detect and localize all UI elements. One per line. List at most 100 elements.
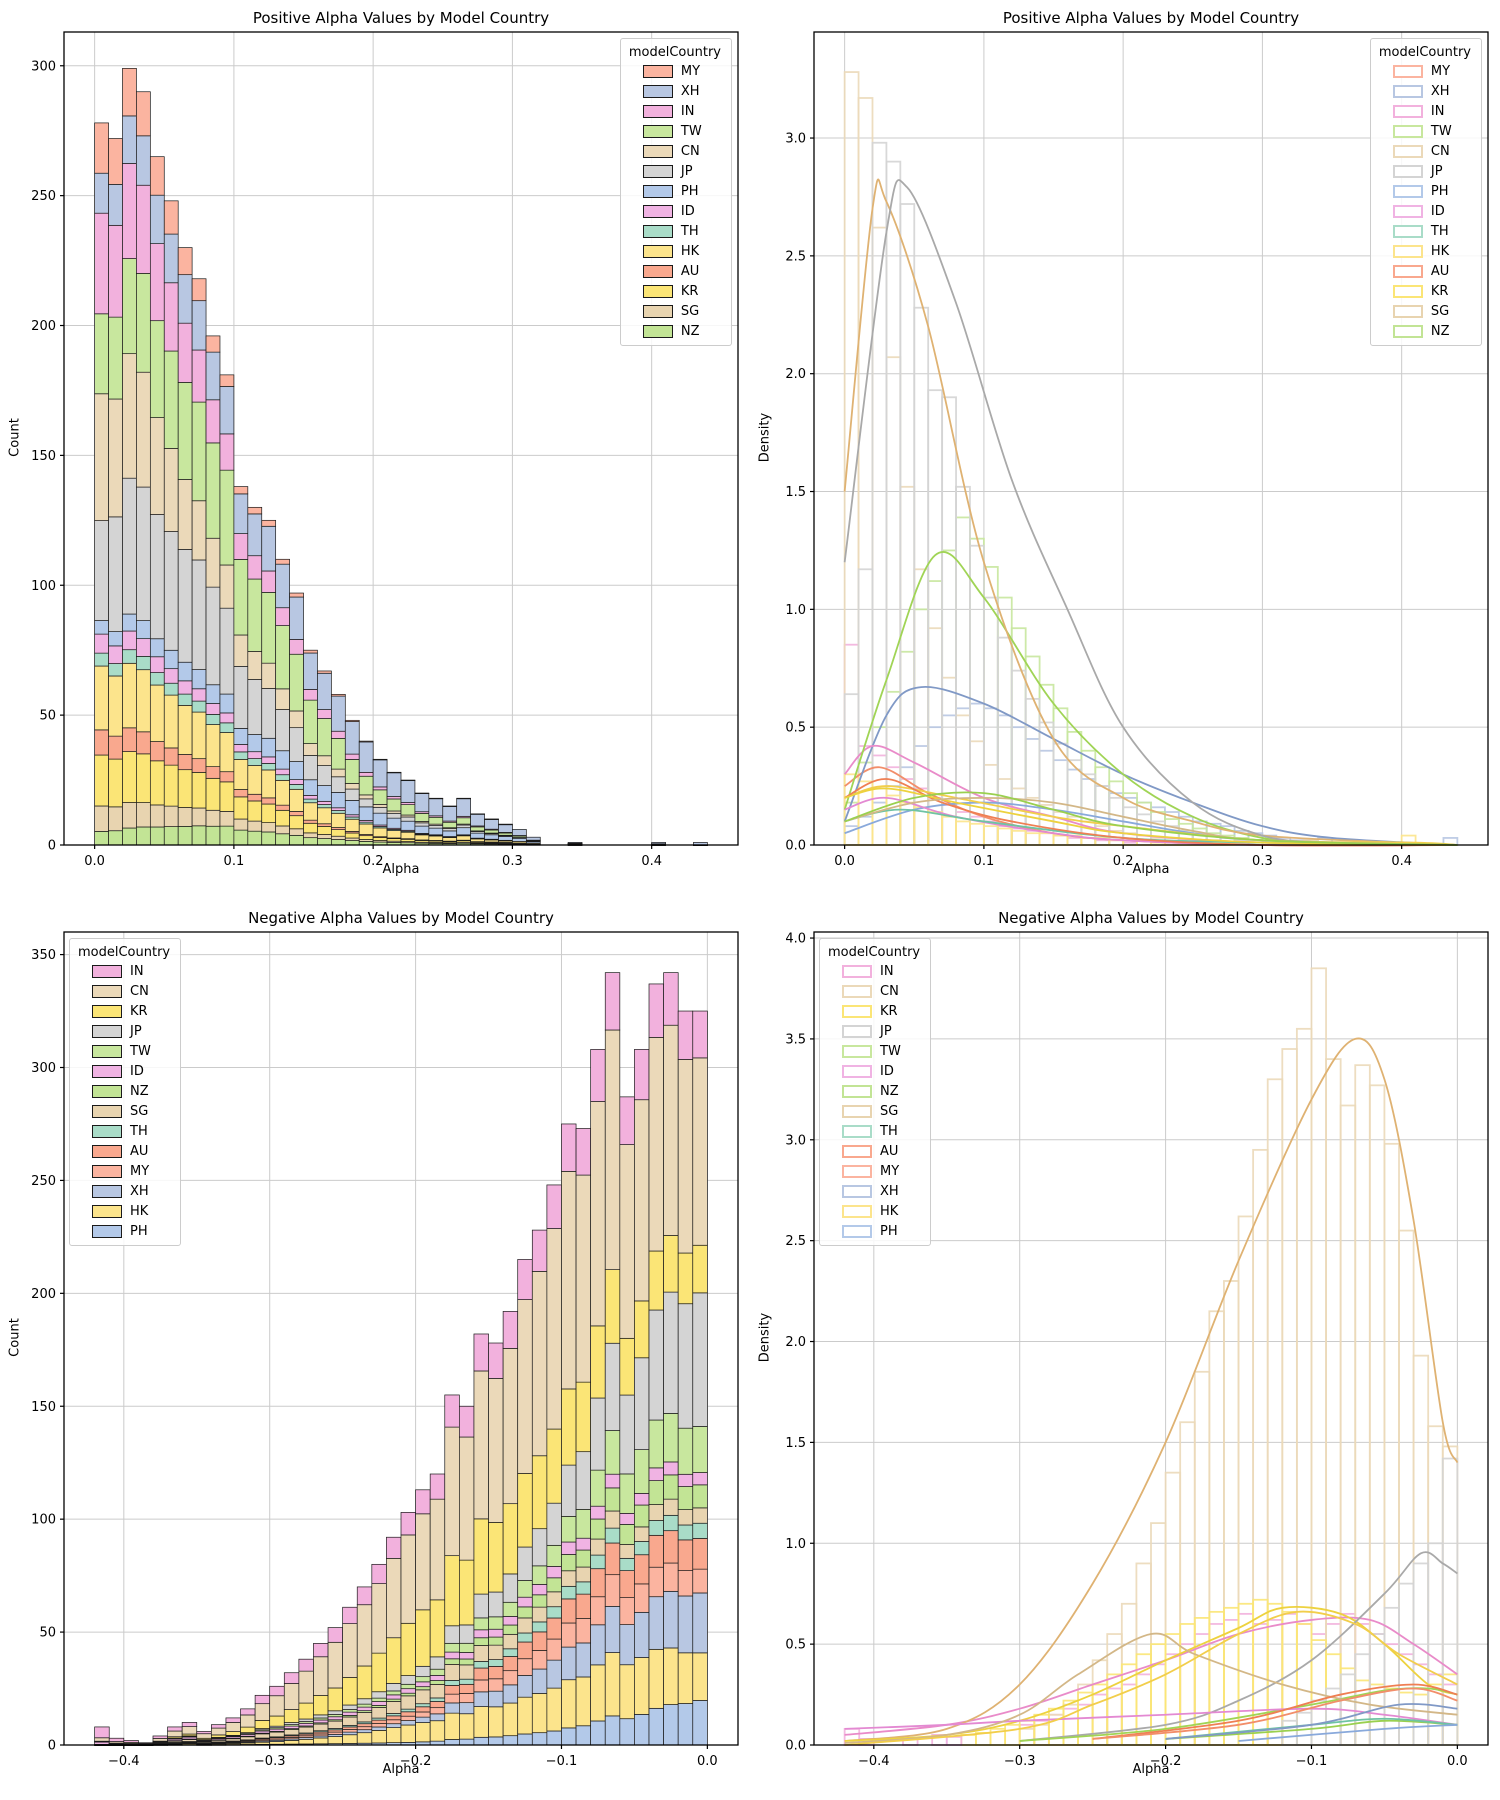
bar-segment-AU: [177, 754, 193, 771]
bar-segment-CN: [546, 1228, 562, 1430]
bar-segment-TH: [205, 714, 221, 725]
density-bar-TW: [1080, 749, 1097, 846]
plot-title: Negative Alpha Values by Model Country: [998, 909, 1304, 927]
bar-segment-ID: [415, 1681, 431, 1688]
bar-segment-AU: [604, 1542, 621, 1576]
y-tick-label: 2.5: [785, 249, 806, 264]
bar-segment-PH: [531, 1732, 548, 1746]
legend-label-MY: MY: [130, 1164, 150, 1179]
bar-segment-KR: [163, 764, 179, 807]
bar-segment-CN: [459, 1436, 475, 1561]
bar-segment-AU: [261, 797, 277, 805]
x-tick-label: −0.1: [1296, 1754, 1328, 1769]
bar-segment-SG: [356, 1712, 373, 1723]
legend-swatch-MY: [92, 1165, 122, 1178]
bar-segment-TH: [488, 1659, 504, 1667]
legend-item-TW: TW: [78, 1045, 170, 1058]
bar-segment-KR: [240, 1726, 256, 1733]
bar-segment-PH: [512, 837, 527, 842]
bar-segment-XH: [442, 805, 458, 822]
bar-segment-KR: [429, 1599, 446, 1658]
bar-segment-AU: [546, 1617, 562, 1640]
density-bar-JP: [1281, 1719, 1298, 1746]
bar-segment-XH: [517, 1675, 533, 1698]
legend-item-HK: HK: [78, 1205, 170, 1218]
density-bar-CN: [1033, 1723, 1050, 1746]
bar-segment-XH: [233, 493, 249, 534]
bar-segment-JP: [313, 1714, 329, 1719]
bar-segment-HK: [269, 1741, 285, 1745]
bar-segment-PH: [386, 817, 402, 829]
bar-segment-XH: [663, 1590, 679, 1649]
bar-segment-ID: [502, 1616, 519, 1626]
bar-segment-SG: [233, 818, 249, 831]
bar-segment-XH: [634, 1611, 650, 1658]
bar-segment-KR: [289, 815, 304, 830]
legend-item-JP: JP: [629, 165, 721, 178]
legend-item-TW: TW: [1379, 125, 1471, 138]
legend-label-JP: JP: [880, 1024, 892, 1039]
bar-segment-AU: [303, 819, 318, 824]
y-tick-label: 100: [31, 579, 56, 594]
bar-segment-KR: [108, 758, 123, 808]
bar-segment-JP: [415, 1665, 431, 1678]
bar-segment-NZ: [344, 840, 360, 846]
legend-swatch-ID: [642, 205, 673, 218]
bar-segment-MY: [498, 823, 513, 826]
bar-segment-TH: [604, 1527, 621, 1544]
legend-item-XH: XH: [629, 85, 721, 98]
bar-segment-ID: [342, 1711, 358, 1716]
bar-segment-MY: [634, 1583, 650, 1613]
bar-segment-XH: [525, 836, 541, 841]
legend-label-TH: TH: [680, 224, 699, 239]
bar-segment-NZ: [177, 826, 193, 846]
x-tick-label: 0.3: [502, 854, 523, 869]
bar-segment-JP: [219, 607, 235, 695]
bar-segment-ID: [473, 1629, 489, 1639]
bar-segment-JP: [108, 516, 123, 632]
bar-segment-ID: [444, 1651, 460, 1660]
bar-segment-NZ: [429, 1680, 446, 1685]
bar-segment-IN: [205, 399, 221, 444]
bar-segment-TW: [108, 316, 123, 400]
legend-swatch-TH: [92, 1125, 122, 1138]
legend-label-NZ: NZ: [680, 324, 700, 339]
bar-segment-TW: [575, 1509, 592, 1539]
bar-segment-TW: [546, 1544, 562, 1567]
bar-segment-HK: [663, 1647, 679, 1705]
bar-segment-SG: [634, 1526, 650, 1542]
bar-segment-CN: [488, 1378, 504, 1523]
bar-segment-TW: [634, 1449, 650, 1494]
bar-segment-HK: [456, 835, 471, 841]
bar-segment-AU: [502, 1656, 519, 1672]
bar-segment-AU: [575, 1593, 592, 1619]
bar-segment-XH: [356, 1729, 373, 1734]
legend-swatch-KR: [1392, 285, 1423, 298]
bar-segment-TH: [429, 1697, 446, 1702]
bar-segment-PH: [191, 669, 207, 690]
bar-segment-PH: [502, 1735, 519, 1746]
bar-segment-SG: [94, 805, 109, 832]
bar-segment-ID: [233, 744, 249, 753]
density-bar-CN: [1427, 1425, 1444, 1746]
bar-segment-AU: [317, 823, 332, 827]
bar-segment-TW: [303, 699, 318, 744]
legend-label-JP: JP: [130, 1024, 142, 1039]
bar-segment-TW: [604, 1430, 621, 1475]
x-axis-label: Alpha: [382, 862, 420, 877]
bar-segment-ID: [122, 630, 137, 651]
bar-segment-TH: [289, 784, 304, 790]
bar-segment-HK: [275, 779, 290, 806]
bar-segment-ID: [634, 1493, 650, 1506]
legend-title: modelCountry: [1378, 45, 1471, 60]
step-bars: [843, 71, 1459, 846]
legend-item-IN: IN: [828, 965, 920, 978]
bar-segment-KR: [149, 760, 165, 806]
x-tick-label: 0.4: [641, 854, 662, 869]
legend-label-MY: MY: [680, 64, 701, 79]
bar-segment-XH: [488, 1690, 504, 1708]
bar-segment-IN: [177, 322, 193, 383]
bar-segment-XH: [149, 194, 165, 244]
bar-segment-TH: [400, 1708, 416, 1713]
legend-swatch-KR: [642, 285, 673, 298]
